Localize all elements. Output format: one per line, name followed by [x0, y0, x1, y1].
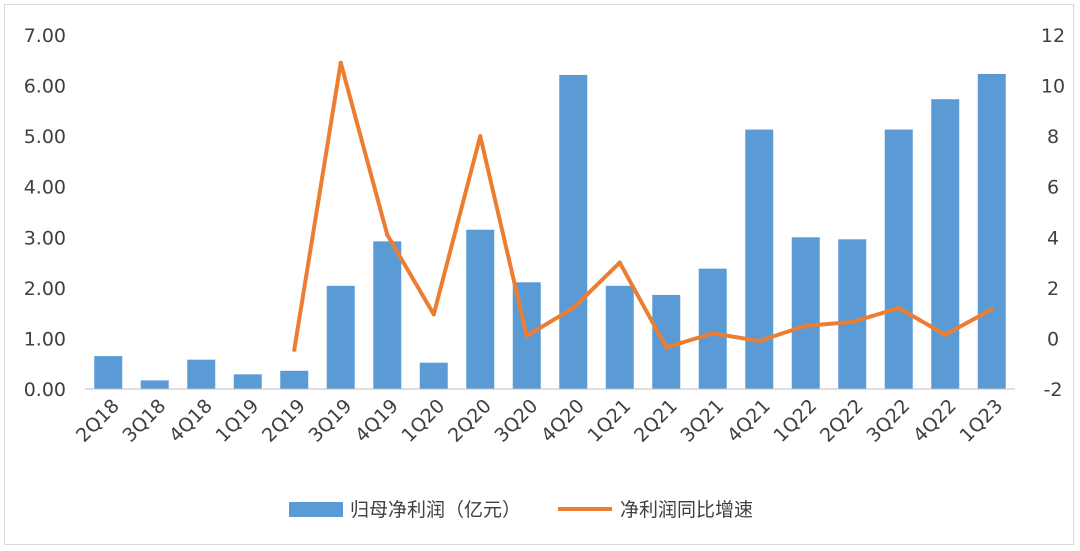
line-point	[757, 338, 762, 343]
left-y-tick-label: 3.00	[24, 227, 66, 249]
growth-line	[292, 60, 994, 352]
line-point	[989, 307, 994, 312]
bar	[94, 356, 123, 389]
x-tick-label: 1Q22	[770, 395, 822, 447]
x-tick-label: 1Q23	[956, 395, 1008, 447]
bar	[187, 359, 216, 389]
x-tick-label: 3Q22	[863, 395, 915, 447]
left-y-tick-label: 7.00	[24, 25, 66, 47]
x-tick-label: 4Q21	[723, 395, 775, 447]
right-y-tick-label: 10	[1041, 76, 1065, 98]
x-tick-label: 1Q21	[584, 395, 636, 447]
x-tick-label: 3Q19	[305, 395, 357, 447]
left-y-tick-label: 5.00	[24, 126, 66, 148]
left-y-tick-label: 0.00	[24, 379, 66, 401]
line-point	[664, 345, 669, 350]
bar	[884, 129, 913, 389]
bar	[419, 362, 448, 389]
x-tick-label: 2Q22	[816, 395, 868, 447]
line-point	[385, 232, 390, 237]
bar	[605, 285, 634, 389]
x-tick-label: 1Q19	[212, 395, 264, 447]
x-tick-label: 3Q18	[119, 395, 171, 447]
line-point	[478, 134, 483, 139]
bar	[791, 237, 820, 389]
line-point	[338, 60, 343, 65]
right-y-tick-label: 8	[1047, 126, 1059, 148]
right-y-tick-label: 6	[1047, 177, 1059, 199]
bar-series	[94, 73, 1006, 390]
bar	[745, 129, 774, 389]
x-tick-label: 3Q21	[677, 395, 729, 447]
bar	[466, 229, 495, 389]
line-point	[617, 260, 622, 265]
line-point	[710, 331, 715, 336]
left-y-tick-label: 1.00	[24, 328, 66, 350]
legend-bar-swatch	[289, 502, 343, 517]
x-tick-label: 2Q21	[630, 395, 682, 447]
line-point	[896, 306, 901, 311]
bar	[326, 285, 355, 389]
legend: 归母净利润（亿元） 净利润同比增速	[289, 499, 753, 521]
x-tick-label: 2Q20	[444, 395, 496, 447]
bar	[652, 294, 681, 389]
bar	[280, 370, 309, 389]
right-y-tick-label: 0	[1047, 328, 1059, 350]
x-tick-label: 1Q20	[398, 395, 450, 447]
right-y-tick-label: -2	[1044, 379, 1063, 401]
right-y-tick-label: 12	[1041, 25, 1065, 47]
bar	[559, 74, 588, 390]
x-tick-label: 2Q19	[258, 395, 310, 447]
legend-bar-label: 归母净利润（亿元）	[350, 499, 521, 521]
bar	[977, 73, 1006, 389]
x-tick-label: 4Q19	[351, 395, 403, 447]
left-y-axis: 0.00 1.00 2.00 3.00 4.00 5.00 6.00 7.00	[24, 25, 66, 401]
line-series	[292, 60, 994, 352]
x-tick-label: 2Q18	[72, 395, 124, 447]
line-point	[850, 319, 855, 324]
bar	[931, 99, 960, 390]
line-point	[431, 312, 436, 317]
chart-frame	[4, 4, 1074, 545]
bar	[838, 239, 867, 389]
left-y-tick-label: 2.00	[24, 278, 66, 300]
right-y-axis: -2 0 2 4 6 8 10 12	[1041, 25, 1065, 401]
left-y-tick-label: 6.00	[24, 76, 66, 98]
left-y-tick-label: 4.00	[24, 177, 66, 199]
x-tick-label: 3Q20	[491, 395, 543, 447]
bar	[140, 380, 169, 389]
legend-line-label: 净利润同比增速	[620, 499, 753, 521]
x-tick-label: 4Q20	[537, 395, 589, 447]
bar	[698, 268, 727, 389]
line-point	[292, 347, 297, 352]
right-y-tick-label: 2	[1047, 278, 1059, 300]
x-axis-labels: 2Q183Q184Q181Q192Q193Q194Q191Q202Q203Q20…	[72, 395, 1007, 447]
bar	[233, 374, 262, 389]
x-tick-label: 4Q18	[165, 395, 217, 447]
line-point	[571, 306, 576, 311]
line-point	[803, 323, 808, 328]
x-tick-label: 4Q22	[909, 395, 961, 447]
bar	[373, 241, 402, 389]
line-point	[943, 332, 948, 337]
line-point	[524, 333, 529, 338]
right-y-tick-label: 4	[1047, 227, 1059, 249]
